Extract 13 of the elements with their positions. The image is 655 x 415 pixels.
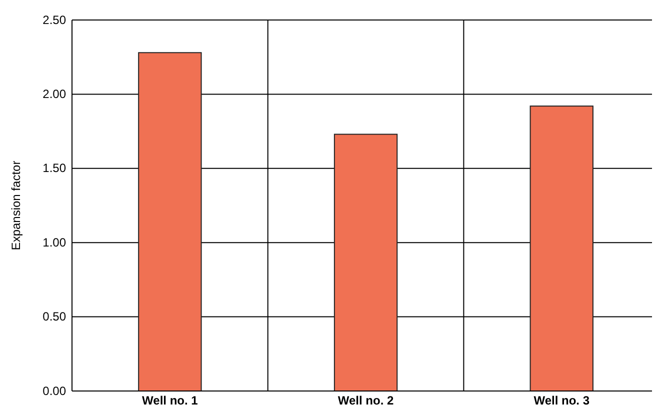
y-tick-label: 1.00 <box>42 235 66 250</box>
y-tick-label: 2.50 <box>42 12 66 27</box>
bar <box>334 134 398 392</box>
x-tick-label: Well no. 2 <box>338 394 394 408</box>
y-axis-title: Expansion factor <box>9 160 23 250</box>
x-tick-label: Well no. 3 <box>534 394 590 408</box>
y-tick-label: 0.50 <box>42 310 66 324</box>
x-tick-label: Well no. 1 <box>142 394 198 408</box>
bar <box>530 106 594 392</box>
y-tick-label: 0.00 <box>42 384 66 398</box>
bar <box>138 52 202 392</box>
y-tick-label: 1.50 <box>42 161 66 176</box>
y-tick-label: 2.00 <box>42 87 66 102</box>
